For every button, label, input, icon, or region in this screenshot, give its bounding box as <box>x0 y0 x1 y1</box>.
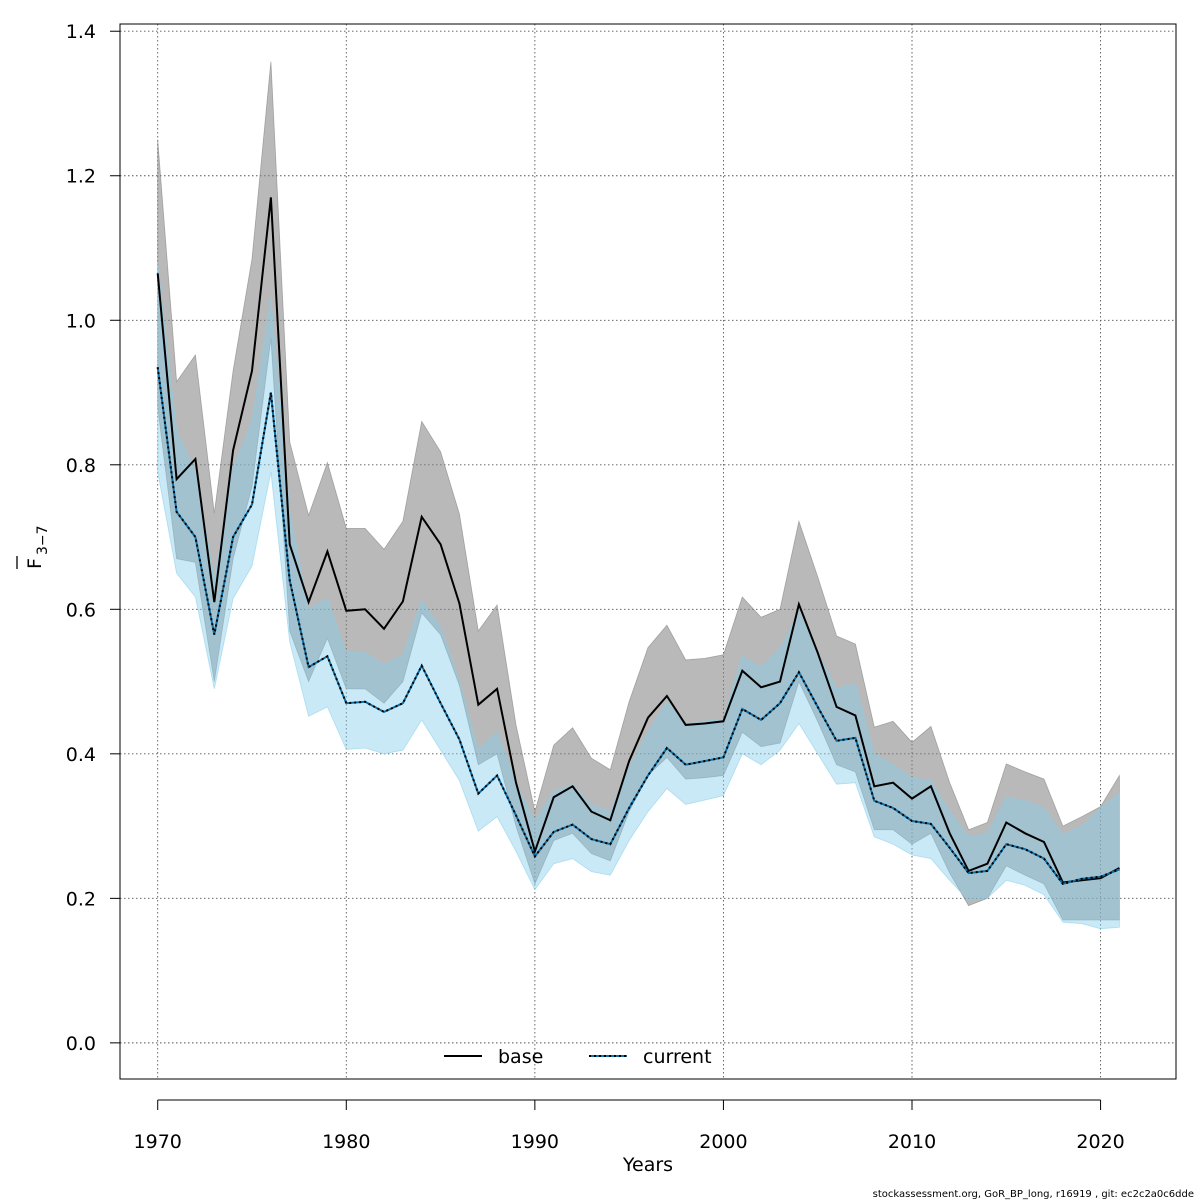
y-axis-title-main: F <box>24 558 46 569</box>
footer-credit: stockassessment.org, GoR_BP_long, r16919… <box>873 1189 1194 1200</box>
series-line-base <box>156 197 1120 884</box>
plot-frame <box>119 23 1177 1080</box>
grid <box>120 24 1176 1079</box>
y-axis-title-subscript: 3−7 <box>35 525 51 555</box>
x-tick-label: 2000 <box>699 1131 747 1153</box>
x-axis: 1970 1980 1990 2000 2010 2020 <box>134 1099 1125 1153</box>
legend-label-base: base <box>498 1046 543 1068</box>
x-axis-title: Years <box>622 1154 673 1176</box>
confidence-bands <box>157 61 1120 930</box>
y-axis-title: F 3−7 <box>16 525 51 569</box>
x-tick-label: 1980 <box>322 1131 370 1153</box>
y-axis: 0.0 0.2 0.4 0.6 0.8 1.0 1.2 1.4 <box>66 21 121 1055</box>
y-tick-label: 1.2 <box>66 166 96 188</box>
y-tick-label: 0.2 <box>66 888 96 910</box>
y-tick-label: 0.4 <box>66 744 96 766</box>
confidence-band-current <box>157 263 1120 930</box>
legend-label-current: current <box>643 1046 712 1068</box>
x-tick-label: 1970 <box>134 1131 182 1153</box>
y-tick-label: 0.6 <box>66 599 96 621</box>
x-tick-label: 2010 <box>888 1131 936 1153</box>
y-tick-label: 0.8 <box>66 455 96 477</box>
y-tick-label: 1.0 <box>66 310 96 332</box>
series-lines <box>156 197 1120 886</box>
legend: base current <box>444 1046 712 1068</box>
x-tick-label: 1990 <box>511 1131 559 1153</box>
y-tick-label: 1.4 <box>66 21 96 43</box>
x-tick-label: 2020 <box>1076 1131 1124 1153</box>
y-tick-label: 0.0 <box>66 1033 96 1055</box>
series-line-current-dots <box>156 367 1120 886</box>
